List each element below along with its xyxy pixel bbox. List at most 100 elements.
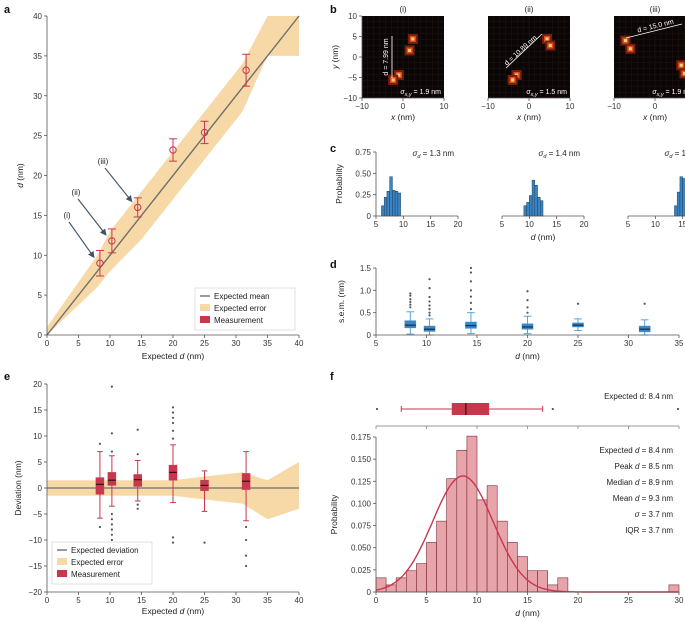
c-hist-bar <box>534 185 538 217</box>
c-hist-bar <box>540 200 544 217</box>
f-stat-line: IQR = 3.7 nm <box>625 526 673 535</box>
f-y-tick-label: 0.025 <box>351 566 372 575</box>
b-x-tick-label: −10 <box>607 102 621 111</box>
f-y-tick-label: 0.050 <box>351 544 372 553</box>
e-flier <box>171 406 175 409</box>
panel-e-boxplot: 0 5 10 15 20 25 30 35 40 20 15 10 5 0 −5 −10 −15 −20 Devia… <box>13 380 304 616</box>
b-y-axis-label: y (nm) <box>330 45 340 70</box>
panel-a-chart: 0 5 10 15 20 25 30 35 40 0 5 10 15 20 25 30 35 40 Expected… <box>15 12 304 361</box>
c-hist-bar <box>397 192 401 217</box>
b-x-tick-label: 10 <box>566 102 575 111</box>
c-hist-bar <box>537 196 541 217</box>
e-flier <box>203 541 206 544</box>
e-flier <box>244 525 248 529</box>
c-y-tick-label: 0.25 <box>355 191 371 200</box>
panel-label-a: a <box>4 4 11 16</box>
d-flier <box>469 289 473 292</box>
a-x-tick-label: 20 <box>169 339 178 348</box>
c-x-tick-label: 15 <box>552 220 561 229</box>
d-flier <box>469 301 473 304</box>
f-hist-bar <box>668 584 680 593</box>
b-blob-core <box>679 63 683 67</box>
panel-f-histogram: Expected d: 8.4 nm 0 5 10 15 20 25 30 0.175 0.150… <box>329 392 684 618</box>
a-legend-error-label: Expected error <box>214 304 267 313</box>
c-hist-bar <box>394 191 399 217</box>
panel-label-d: d <box>330 259 337 271</box>
b-y-tick-label: −5 <box>348 74 358 83</box>
e-flier <box>98 442 102 445</box>
c-hist-bar <box>523 205 527 217</box>
e-legend-error-label: Expected error <box>71 558 124 567</box>
panel-c-histograms: 5 10 15 20 0 0.25 0.50 0.75 σd = 1.3 nm 5 10 15 20 σd… <box>334 148 685 242</box>
b-x-tick-label: −10 <box>355 102 369 111</box>
c-hist-bar <box>676 191 681 217</box>
c-hist-bar <box>531 179 536 217</box>
d-flier <box>428 287 431 290</box>
e-flier <box>171 541 175 544</box>
d-x-tick-label: 30 <box>624 339 633 348</box>
e-x-tick-label: 35 <box>263 596 272 605</box>
d-flier <box>409 300 412 304</box>
f-hist-bar <box>466 435 478 593</box>
b-sigma-label: σx,y = 1.9 nm <box>400 89 441 98</box>
e-flier <box>110 523 113 526</box>
b-blob-core <box>408 48 412 52</box>
e-y-tick-label: −10 <box>28 536 42 545</box>
a-legend-mean-label: Expected mean <box>214 292 270 301</box>
b-x-axis-label: x (nm) <box>516 112 541 122</box>
e-y-tick-label: −5 <box>33 510 43 519</box>
b-blob-core <box>548 44 552 48</box>
b-blob-core <box>411 37 415 41</box>
d-flier <box>428 278 431 281</box>
e-flier <box>110 512 113 516</box>
a-measurement-point <box>242 66 250 74</box>
b-distance-label: d = 7.99 nm <box>383 38 390 75</box>
c-y-tick-label: 0 <box>367 212 372 221</box>
panel-label-b: b <box>330 4 337 16</box>
d-box <box>404 320 417 329</box>
e-flier <box>98 525 102 529</box>
f-stat-line: σ = 3.7 nm <box>635 510 674 519</box>
e-flier <box>136 507 139 510</box>
d-x-tick-label: 35 <box>675 339 684 348</box>
e-y-tick-label: 5 <box>38 458 43 467</box>
c-x-tick-label: 20 <box>454 220 463 229</box>
e-legend-measure-label: Measurement <box>71 570 121 579</box>
f-hist-bar <box>416 563 427 593</box>
e-flier <box>110 450 113 453</box>
a-legend-measure-label: Measurement <box>214 316 264 325</box>
a-x-tick-label: 30 <box>232 339 241 348</box>
d-x-tick-label: 10 <box>422 339 431 348</box>
e-flier <box>171 416 175 419</box>
f-y-tick-label: 0.150 <box>351 455 372 464</box>
f-x-tick-label: 10 <box>473 596 482 605</box>
panel-d-boxplot: 5 10 15 20 25 30 35 0 0.5 1.0 1.5 s.e.m. (nm) d (nm) <box>336 264 684 361</box>
b-sigma-label: σx,y = 1.9 nm <box>652 89 685 98</box>
b-blob-core <box>391 78 395 82</box>
d-y-tick-label: 0 <box>367 331 372 340</box>
f-x-tick-label: 20 <box>574 596 583 605</box>
b-x-tick-label: −10 <box>481 102 495 111</box>
d-x-tick-label: 15 <box>473 339 482 348</box>
a-y-tick-label: 25 <box>33 132 42 141</box>
f-hist-bar <box>496 520 508 593</box>
f-stat-line: Expected d = 8.4 nm <box>599 446 673 455</box>
b-y-tick-label: 5 <box>353 33 358 42</box>
d-flier <box>409 294 412 297</box>
a-x-tick-label: 15 <box>137 339 146 348</box>
d-flier <box>428 314 431 317</box>
f-hist-bar <box>446 478 458 593</box>
d-y-tick-label: 1.0 <box>360 286 372 295</box>
f-stat-line: Mean d = 9.3 nm <box>613 494 674 503</box>
b-y-tick-label: 0 <box>353 53 358 62</box>
c-hist-bar <box>389 176 393 217</box>
b-subplot-title: (i) <box>399 5 406 14</box>
b-x-axis-label: x (nm) <box>390 112 415 122</box>
e-flier <box>136 503 139 506</box>
f-x-tick-label: 30 <box>675 596 684 605</box>
e-flier <box>110 528 113 531</box>
d-flier <box>409 298 412 301</box>
c-hist-bar <box>383 196 388 217</box>
e-flier <box>244 554 248 557</box>
a-arrow-label: (ii) <box>72 188 81 197</box>
